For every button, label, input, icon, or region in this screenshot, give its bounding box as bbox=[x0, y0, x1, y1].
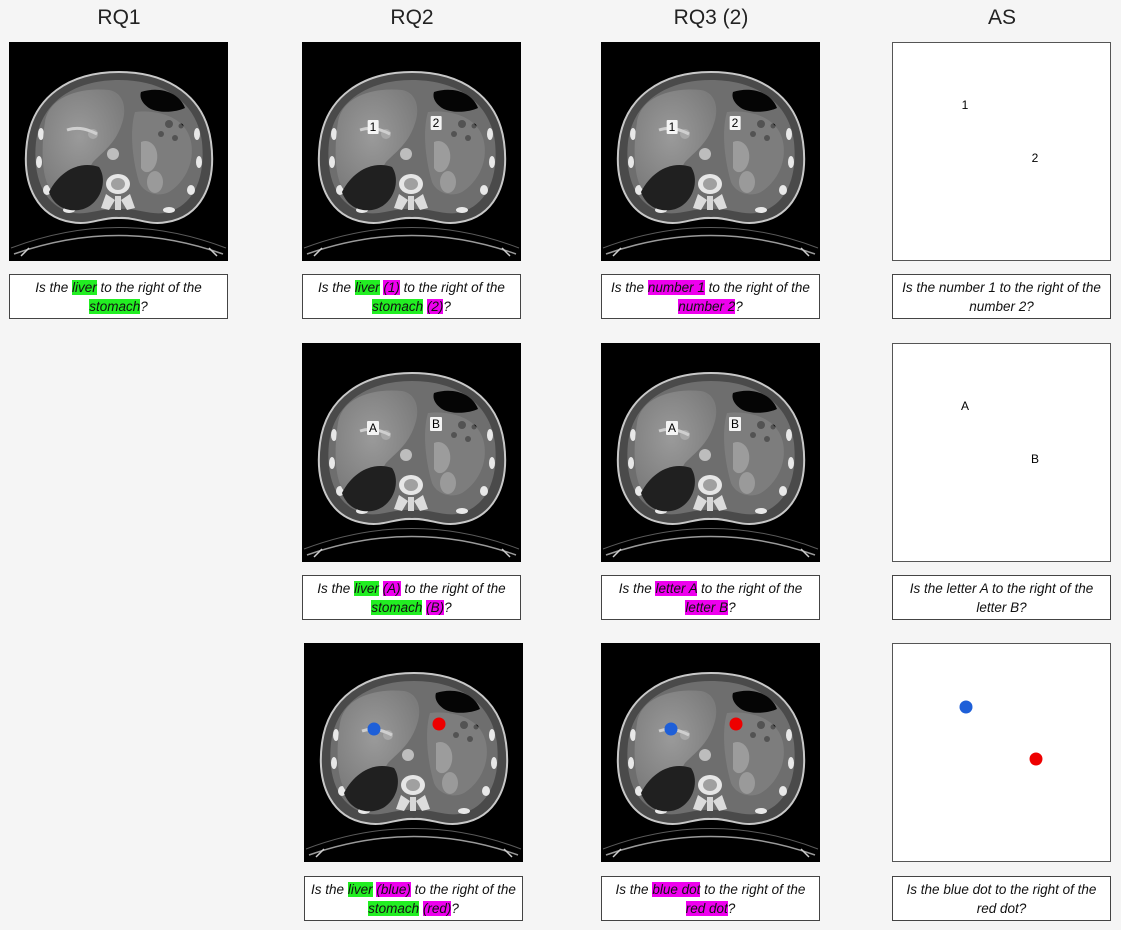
ct-image-rq2-numbers: 1 2 bbox=[302, 42, 521, 261]
question-rq3-numbers: Is the number 1 to the right of the numb… bbox=[601, 274, 820, 319]
question-rq1: Is the liver to the right of the stomach… bbox=[9, 274, 228, 319]
blue-dot bbox=[367, 722, 381, 736]
question-rq2-letters: Is the liver (A) to the right of the sto… bbox=[302, 575, 521, 620]
label-1: 1 bbox=[666, 120, 678, 134]
blank-image-as-dots bbox=[892, 643, 1111, 862]
label-1: 1 bbox=[961, 98, 969, 112]
blank-image-as-numbers: 1 2 bbox=[892, 42, 1111, 261]
question-rq2-numbers: Is the liver (1) to the right of the sto… bbox=[302, 274, 521, 319]
blue-dot bbox=[664, 722, 678, 736]
label-b: B bbox=[728, 417, 742, 431]
ct-image-rq3-letters: A B bbox=[601, 343, 820, 562]
label-1: 1 bbox=[367, 120, 379, 134]
question-rq2-dots: Is the liver (blue) to the right of the … bbox=[304, 876, 523, 921]
header-rq1: RQ1 bbox=[97, 6, 141, 29]
label-a: A bbox=[960, 399, 970, 413]
question-rq3-dots: Is the blue dot to the right of the red … bbox=[601, 876, 820, 921]
header-rq2: RQ2 bbox=[390, 6, 434, 29]
label-2: 2 bbox=[430, 116, 442, 130]
red-dot bbox=[432, 717, 446, 731]
label-2: 2 bbox=[1031, 151, 1039, 165]
question-rq3-letters: Is the letter A to the right of the lett… bbox=[601, 575, 820, 620]
question-as-dots: Is the blue dot to the right of the red … bbox=[892, 876, 1111, 921]
label-2: 2 bbox=[729, 116, 741, 130]
label-b: B bbox=[1030, 452, 1040, 466]
label-a: A bbox=[665, 421, 679, 435]
label-b: B bbox=[429, 417, 443, 431]
blue-dot bbox=[959, 700, 973, 714]
ct-image-rq3-numbers: 1 2 bbox=[601, 42, 820, 261]
header-rq3: RQ3 (2) bbox=[673, 6, 749, 29]
header-as: AS bbox=[987, 6, 1016, 29]
red-dot bbox=[1029, 752, 1043, 766]
ct-image-rq3-dots bbox=[601, 643, 820, 862]
blank-image-as-letters: A B bbox=[892, 343, 1111, 562]
ct-image-rq1 bbox=[9, 42, 228, 261]
red-dot bbox=[729, 717, 743, 731]
question-as-numbers: Is the number 1 to the right of the numb… bbox=[892, 274, 1111, 319]
question-as-letters: Is the letter A to the right of the lett… bbox=[892, 575, 1111, 620]
ct-image-rq2-letters: A B bbox=[302, 343, 521, 562]
ct-image-rq2-dots bbox=[304, 643, 523, 862]
label-a: A bbox=[366, 421, 380, 435]
